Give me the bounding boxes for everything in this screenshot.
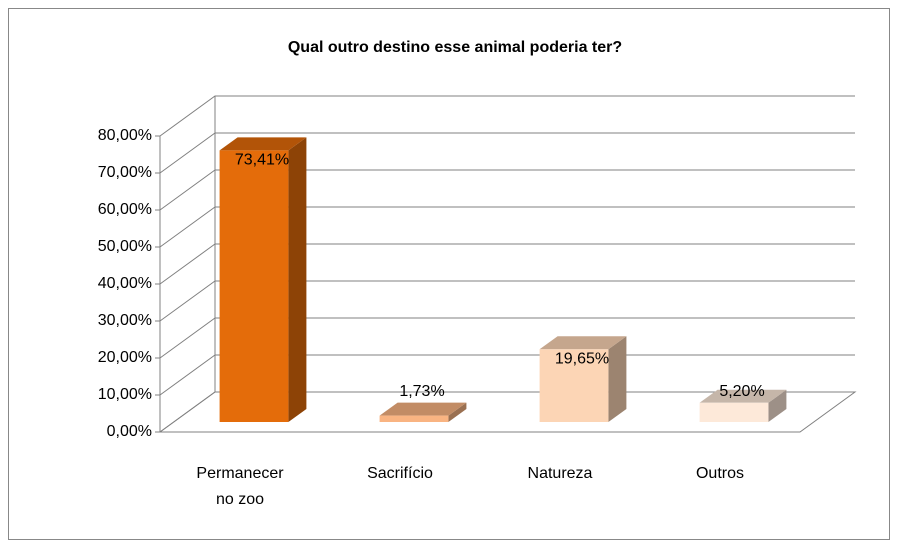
grid-line [159, 95, 855, 137]
y-tick-label: 50,00% [98, 238, 152, 255]
data-label: 19,65% [555, 351, 609, 368]
y-tick-label: 80,00% [98, 127, 152, 144]
chart-border [8, 8, 890, 540]
grid-line [159, 206, 855, 248]
grid-line [159, 169, 855, 211]
grid-line [159, 391, 855, 433]
x-tick-label: Outros [695, 465, 744, 482]
x-tick-label: Natureza [527, 465, 593, 482]
bar-top [699, 389, 787, 403]
y-tick-label: 70,00% [98, 164, 152, 181]
bar-top [379, 402, 467, 416]
x-tick-label: Permanecer no zoo [196, 465, 284, 508]
y-tick-label: 60,00% [98, 201, 152, 218]
data-label: 1,73% [399, 383, 444, 400]
y-tick-label: 20,00% [98, 349, 152, 366]
bar [219, 150, 289, 422]
data-label: 73,41% [235, 152, 289, 169]
grid-line [159, 132, 855, 174]
grid-line [159, 317, 855, 359]
bar-side [448, 402, 467, 422]
y-tick-label: 10,00% [98, 386, 152, 403]
x-tick-label: Sacrifício [367, 465, 433, 482]
chart-title: Qual outro destino esse animal poderia t… [288, 39, 622, 56]
bar-side [288, 137, 307, 422]
bar-side [608, 336, 627, 422]
bar [379, 415, 449, 422]
data-label: 5,20% [719, 383, 764, 400]
grid-line [159, 354, 855, 396]
grid-line [159, 243, 855, 285]
bar [539, 349, 609, 422]
grid-line [159, 280, 855, 322]
y-tick-label: 40,00% [98, 275, 152, 292]
y-tick-label: 0,00% [107, 423, 152, 440]
bar-side [768, 389, 787, 422]
y-tick-label: 30,00% [98, 312, 152, 329]
bar [699, 402, 769, 422]
bar-top [219, 137, 307, 151]
bar-top [539, 336, 627, 350]
